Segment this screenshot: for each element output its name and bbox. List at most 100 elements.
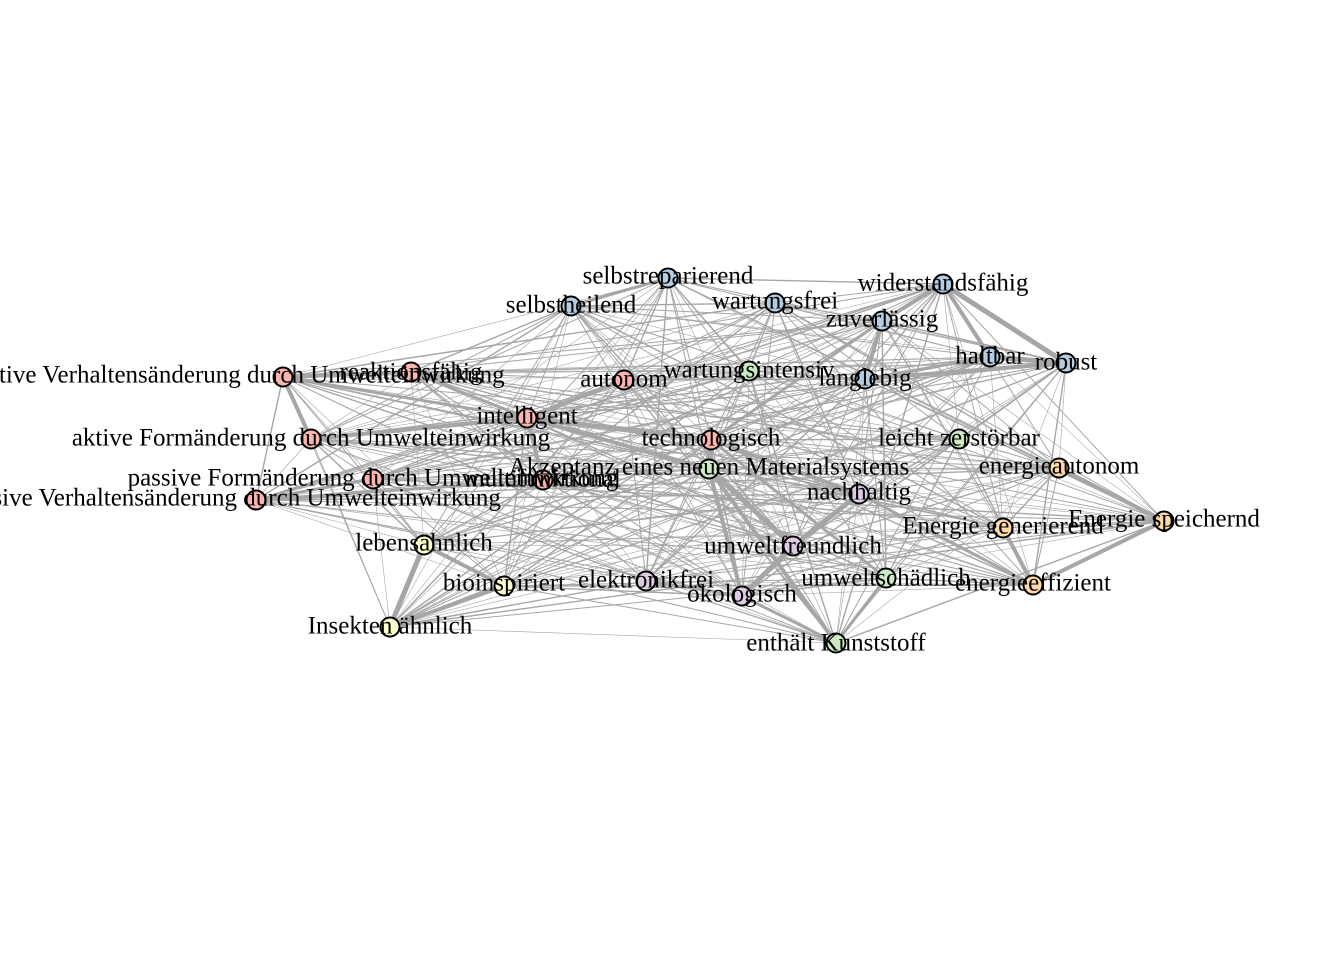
edge-zuverlaessig-aktive_verhalten [282, 320, 883, 378]
edge-passive_verhalten-lebensaehnlich [255, 499, 425, 546]
edge-zuverlaessig-passive_verhalten [255, 320, 883, 501]
edge-passive_form-wartungsintensiv [372, 370, 750, 480]
edge-zuverlaessig-robust [881, 320, 1067, 364]
edge-multifunktional-umweltfreundlich [542, 479, 794, 547]
label-umweltfreundlich: umweltfreundlich [704, 533, 882, 560]
node-autonom [613, 369, 635, 391]
edge-reaktionsfaehig-energie_speichernd [410, 371, 1165, 522]
edge-passive_verhalten-leicht_zerstoerbar [255, 438, 960, 501]
edge-autonom-energie_speichernd [623, 379, 1165, 522]
edge-haltbar-widerstandsfaehig [941, 282, 992, 359]
node-zuverlaessig [871, 310, 893, 332]
edge-widerstandsfaehig-aktive_form [310, 283, 944, 440]
edge-technologisch-bioinspiriert [503, 439, 712, 587]
edge-reaktionsfaehig-umweltschaedlich [410, 371, 887, 579]
edge-aktive_verhalten-intelligent [281, 375, 529, 420]
node-lebensaehnlich [413, 534, 435, 556]
edge-robust-enthaelt_kunststoff [835, 362, 1067, 644]
edge-reaktionsfaehig-lebensaehnlich [410, 371, 425, 546]
edge-leicht_zerstoerbar-nachhaltig [858, 438, 960, 495]
edge-akzeptanz-intelligent [525, 416, 711, 471]
edge-robust-energieautonom [1058, 362, 1067, 469]
node-passive_form [362, 468, 384, 490]
edge-bioinspiriert-energieautonom [503, 467, 1060, 587]
edge-insekten_aehnlich-energieautonom [389, 467, 1060, 628]
edge-passive_verhalten-wartungsintensiv [255, 370, 750, 501]
edge-umweltschaedlich-energieautonom [885, 467, 1060, 579]
edge-autonom-lebensaehnlich [423, 379, 625, 546]
edge-robust-umweltfreundlich [792, 362, 1067, 547]
edge-umweltschaedlich-insekten_aehnlich [389, 577, 887, 628]
edge-aktive_form-elektronikfrei [310, 438, 647, 582]
edge-energie_generierend-energieeffizient [1001, 526, 1035, 587]
edge-umweltfreundlich-nachhaltig [790, 491, 862, 549]
edge-widerstandsfaehig-langlebig [864, 283, 944, 380]
edge-autonom-enthaelt_kunststoff [623, 379, 837, 644]
node-bioinspiriert [493, 575, 515, 597]
edge-technologisch-umweltfreundlich [710, 439, 794, 547]
edge-haltbar-energie_speichernd [989, 356, 1165, 522]
node-umweltschaedlich [875, 567, 897, 589]
edge-bioinspiriert-energieeffizient [503, 584, 1034, 587]
edge-umweltschaedlich-umweltfreundlich [792, 545, 887, 579]
edge-akzeptanz-nachhaltig [708, 468, 860, 495]
edge-widerstandsfaehig-elektronikfrei [645, 283, 944, 582]
edge-oekologisch-energie_generierend [741, 527, 1004, 597]
node-wartungsintensiv [738, 360, 760, 382]
edge-wartungsintensiv-lebensaehnlich [423, 370, 750, 546]
edge-selbstheilend-umweltschaedlich [570, 305, 887, 579]
edge-selbstheilend-intelligent [526, 305, 572, 419]
edge-akzeptanz-enthaelt_kunststoff [707, 467, 838, 645]
edge-energieeffizient-energie_speichernd [1031, 519, 1166, 587]
edge-haltbar-reaktionsfaehig [410, 356, 991, 373]
edge-intelligent-multifunktional [525, 416, 545, 482]
label-reaktionsfaehig: reaktionsfähig [339, 359, 483, 386]
label-elektronikfrei: elektronikfrei [578, 567, 714, 594]
edge-insekten_aehnlich-energie_speichernd [389, 520, 1165, 628]
node-energieautonom [1048, 457, 1070, 479]
edge-technologisch-umweltschaedlich [709, 438, 888, 580]
edge-technologisch-nachhaltig [709, 438, 861, 496]
node-passive_verhalten [245, 489, 267, 511]
edge-zuverlaessig-energie_speichernd [881, 320, 1165, 522]
edge-energie_generierend-energie_speichernd [1002, 520, 1165, 529]
edge-multifunktional-insekten_aehnlich [389, 479, 544, 628]
edge-selbstheilend-selbstreparierend [569, 276, 670, 308]
node-robust [1055, 352, 1077, 374]
edge-wartungsintensiv-energieeffizient [748, 370, 1034, 586]
label-energie_generierend: Energie generierend [902, 513, 1104, 540]
edge-passive_verhalten-energieautonom [255, 467, 1060, 501]
label-nachhaltig: nachhaltig [807, 479, 912, 506]
edge-enthaelt_kunststoff-elektronikfrei [645, 580, 837, 644]
edge-aktive_form-wartungsintensiv [310, 370, 750, 440]
edge-leicht_zerstoerbar-energie_speichernd [958, 438, 1165, 522]
edge-passive_form-umweltschaedlich [372, 478, 887, 579]
edge-elektronikfrei-energie_speichernd [645, 520, 1165, 582]
edge-passive_verhalten-elektronikfrei [255, 499, 647, 582]
node-technologisch [700, 429, 722, 451]
edge-haltbar-lebensaehnlich [423, 356, 991, 546]
edge-enthaelt_kunststoff-energie_speichernd [835, 520, 1165, 644]
label-wartungsintensiv: wartungsintensiv [664, 357, 835, 384]
edge-widerstandsfaehig-passive_form [372, 283, 944, 480]
label-intelligent: intelligent [476, 403, 577, 430]
edge-widerstandsfaehig-energieeffizient [942, 283, 1034, 586]
edge-zuverlaessig-elektronikfrei [645, 320, 883, 582]
label-energieeffizient: energieeffizient [955, 570, 1111, 597]
node-aktive_form [300, 428, 322, 450]
node-langlebig [854, 368, 876, 390]
label-passive_verhalten: passive Verhaltensänderung durch Umwelte… [0, 485, 501, 512]
edge-oekologisch-energieautonom [741, 467, 1060, 597]
node-selbstheilend [560, 295, 582, 317]
node-elektronikfrei [635, 570, 657, 592]
edge-aktive_verhalten-lebensaehnlich [282, 376, 425, 546]
edge-haltbar-robust [987, 354, 1069, 366]
edge-technologisch-leicht_zerstoerbar [710, 438, 960, 441]
edge-oekologisch-energieeffizient [741, 584, 1034, 597]
edge-akzeptanz-energieautonom [708, 467, 1060, 470]
edge-layer [254, 276, 1166, 645]
edge-aktive_verhalten-passive_form [282, 376, 374, 480]
edge-zuverlaessig-energieautonom [881, 320, 1060, 469]
edge-bioinspiriert-energie_generierend [503, 527, 1004, 587]
